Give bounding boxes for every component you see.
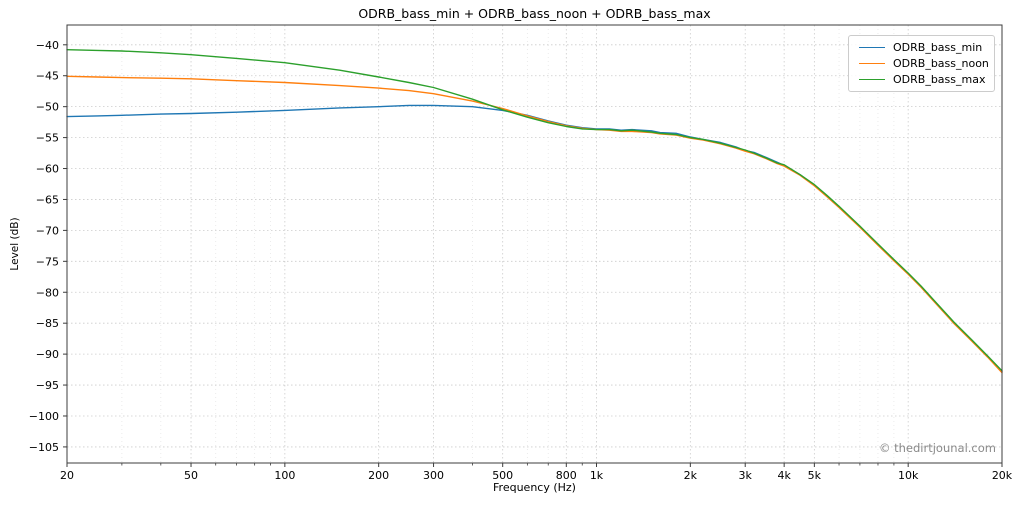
legend-line-swatch-min [859, 46, 885, 48]
x-tick-label: 2k [684, 469, 698, 482]
chart-title: ODRB_bass_min + ODRB_bass_noon + ODRB_ba… [358, 6, 711, 21]
x-tick-label: 20 [60, 469, 74, 482]
x-tick-label: 20k [992, 469, 1013, 482]
x-tick-label: 300 [423, 469, 444, 482]
series-odrb_bass_noon [66, 75, 1003, 374]
x-tick-label: 1k [590, 469, 604, 482]
series-lines [66, 49, 1003, 374]
y-tick-label: −75 [36, 255, 59, 268]
y-tick-label: −85 [36, 317, 59, 330]
x-tick-label: 100 [274, 469, 295, 482]
x-tick-label: 4k [777, 469, 791, 482]
x-tick-label: 10k [898, 469, 919, 482]
series-odrb_bass_min [66, 104, 1003, 373]
legend-label-noon: ODRB_bass_noon [893, 56, 989, 70]
y-axis-label: Level (dB) [9, 217, 21, 271]
x-tick-label: 5k [808, 469, 822, 482]
legend-label-min: ODRB_bass_min [893, 40, 983, 54]
x-tick-label: 500 [492, 469, 513, 482]
y-tick-label: −95 [36, 379, 59, 392]
y-tick-label: −60 [36, 163, 59, 176]
y-tick-label: −40 [36, 39, 59, 52]
y-tick-label: −80 [36, 286, 59, 299]
legend-item-odrb-bass-min: ODRB_bass_min [849, 42, 994, 53]
y-tick-label: −105 [29, 441, 59, 454]
y-tick-label: −50 [36, 101, 59, 114]
legend-line-swatch-noon [859, 62, 885, 64]
grid-minor [121, 25, 895, 463]
legend-label-max: ODRB_bass_max [893, 73, 986, 87]
watermark-text: © thedirtjounal.com [878, 441, 996, 455]
x-tick-label: 3k [739, 469, 753, 482]
legend-item-odrb-bass-noon: ODRB_bass_noon [849, 58, 994, 69]
y-tick-label: −70 [36, 224, 59, 237]
x-axis-label: Frequency (Hz) [493, 481, 576, 494]
y-tick-label: −65 [36, 193, 59, 206]
grid-major [66, 25, 1003, 463]
axis-ticks [63, 44, 1003, 467]
legend-item-odrb-bass-max: ODRB_bass_max [849, 74, 994, 85]
plot-border [66, 24, 1003, 464]
x-tick-label: 200 [368, 469, 389, 482]
y-tick-label: −45 [36, 70, 59, 83]
tick-labels: 20 50 100 200 300 500 800 1k 2k 3k 4k 5k 10k 20k −40 −4… [29, 39, 1013, 482]
x-tick-label: 800 [556, 469, 577, 482]
legend: ODRB_bass_min ODRB_bass_noon ODRB_bass_m… [848, 35, 995, 92]
y-tick-label: −100 [29, 410, 59, 423]
y-tick-label: −55 [36, 132, 59, 145]
x-tick-label: 50 [184, 469, 198, 482]
y-tick-label: −90 [36, 348, 59, 361]
series-odrb_bass_max [66, 49, 1003, 372]
legend-line-swatch-max [859, 79, 885, 81]
